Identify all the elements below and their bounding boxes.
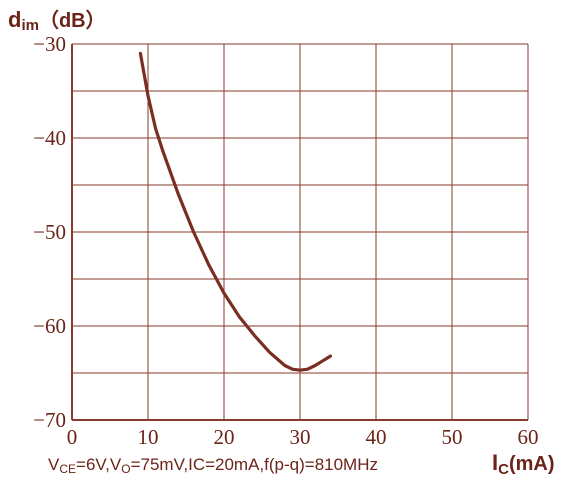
x-tick-label: 10 (138, 425, 159, 449)
grid (72, 44, 528, 420)
y-axis-title: dim（dB） (8, 7, 106, 34)
y-tick-label: −70 (33, 408, 66, 432)
x-tick-label: 0 (67, 425, 78, 449)
y-tick-label: −30 (33, 32, 66, 56)
y-tick-labels: −70 −60 −50 −40 −30 (33, 32, 66, 432)
x-tick-label: 30 (290, 425, 311, 449)
x-axis-title: IC(mA) (492, 450, 555, 478)
x-tick-label: 50 (442, 425, 463, 449)
y-tick-label: −60 (33, 314, 66, 338)
y-tick-label: −40 (33, 126, 66, 150)
y-tick-label: −50 (33, 220, 66, 244)
series (138, 51, 332, 372)
x-tick-labels: 0 10 20 30 40 50 60 (67, 425, 539, 449)
axes (71, 43, 529, 421)
test-condition: VCE=6V,VO=75mV,IC=20mA,f(p-q)=810MHz (48, 455, 378, 476)
x-tick-label: 40 (366, 425, 387, 449)
x-tick-label: 20 (214, 425, 235, 449)
series-line (138, 51, 332, 372)
x-tick-label: 60 (518, 425, 539, 449)
